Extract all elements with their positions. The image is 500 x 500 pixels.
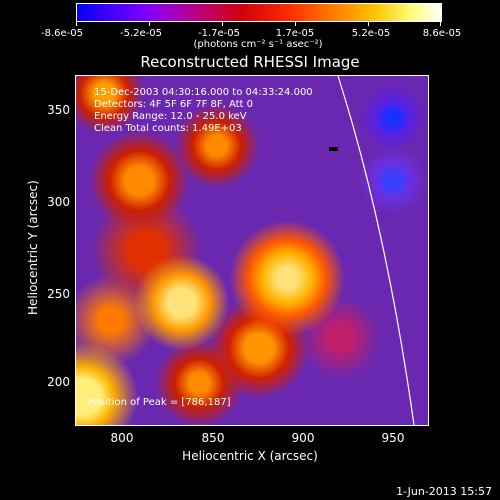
rhessi-image: 15-Dec-2003 04:30:16.000 to 04:33:24.000… [75,75,429,426]
colorbar [76,3,442,22]
colorbar-tick [149,21,150,26]
plot-title: Reconstructed RHESSI Image [140,53,360,71]
colorbar-tick-label: -8.6e-05 [41,28,83,39]
colorbar-tick [368,21,369,26]
y-tick-label: 300 [47,195,70,209]
x-tick-label: 900 [291,431,315,445]
colorbar-tick [440,21,441,26]
colorbar-tick-label: 8.6e-05 [422,28,462,39]
info-line: Detectors: 4F 5F 6F 7F 8F, Att 0 [94,99,254,110]
solar-limb-line [329,76,415,425]
x-tick-label: 850 [201,431,225,445]
y-axis-label: Heliocentric Y (arcsec) [26,180,40,315]
colorbar-tick-label: 5.2e-05 [351,28,391,39]
colorbar-tick [76,21,77,26]
colorbar-tick [222,21,223,26]
x-axis-label: Heliocentric X (arcsec) [182,449,318,463]
peak-position-label: Position of Peak = [786,187] [88,397,231,408]
info-line: Energy Range: 12.0 - 25.0 keV [94,111,247,122]
y-tick-label: 250 [47,287,70,301]
colorbar-tick-label: 1.7e-05 [275,28,315,39]
y-tick-label: 200 [47,375,70,389]
colorbar-tick-label: -1.7e-05 [198,28,240,39]
x-tick-label: 800 [110,431,134,445]
y-tick-label: 350 [47,103,70,117]
info-line: Clean Total counts: 1.49E+03 [94,123,242,134]
colorbar-tick-label: -5.2e-05 [120,28,162,39]
info-line: 15-Dec-2003 04:30:16.000 to 04:33:24.000 [94,87,313,98]
x-tick-label: 950 [381,431,405,445]
timestamp: 1-Jun-2013 15:57 [396,485,492,498]
colorbar-units: (photons cm⁻² s⁻¹ asec⁻²) [193,39,323,50]
colorbar-tick [295,21,296,26]
